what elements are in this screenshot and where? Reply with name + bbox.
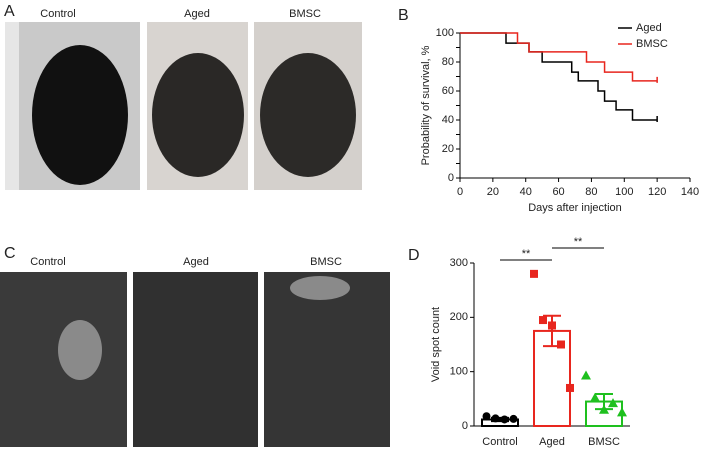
y-tick-label: 0 <box>462 420 468 432</box>
photo <box>264 272 390 447</box>
point <box>557 340 565 349</box>
photo-label: BMSC <box>310 256 342 268</box>
y-tick-label: 80 <box>442 56 454 68</box>
photo <box>133 272 258 447</box>
panel-a: A Control Aged BMSC <box>4 3 362 190</box>
photo-label: Aged <box>184 8 210 20</box>
x-tick-label: 120 <box>648 186 666 198</box>
point <box>482 412 491 421</box>
spot <box>290 276 350 300</box>
y-tick-label: 100 <box>450 366 468 378</box>
point <box>548 321 556 330</box>
y-tick-label: 200 <box>450 311 468 323</box>
x-tick-label: Control <box>482 436 517 448</box>
x-tick-label: 140 <box>681 186 699 198</box>
point <box>581 370 591 380</box>
y-axis-label: Probability of survival, % <box>420 45 432 165</box>
significance-label: ** <box>574 236 583 248</box>
y-axis-label: Void spot count <box>430 307 442 382</box>
x-tick-label: 20 <box>487 186 499 198</box>
mouse <box>260 53 356 177</box>
photo-label: Aged <box>183 256 209 268</box>
point <box>599 404 609 414</box>
legend-label: BMSC <box>636 38 668 50</box>
y-tick-label: 60 <box>442 85 454 97</box>
significance-label: ** <box>522 248 531 260</box>
panel-letter: D <box>408 247 420 264</box>
x-tick-label: 100 <box>615 186 633 198</box>
mouse <box>32 45 128 185</box>
x-tick-label: BMSC <box>588 436 620 448</box>
x-tick-label: 60 <box>552 186 564 198</box>
point <box>530 269 538 278</box>
photo-label: BMSC <box>289 8 321 20</box>
panel-letter: A <box>4 3 15 20</box>
point <box>617 407 627 417</box>
x-axis-label: Days after injection <box>528 202 622 214</box>
x-tick-label: Aged <box>539 436 565 448</box>
legend-label: Aged <box>636 22 662 34</box>
y-tick-label: 100 <box>436 27 454 39</box>
photo-label: Control <box>30 256 65 268</box>
point <box>500 415 509 424</box>
point <box>491 414 500 423</box>
y-tick-label: 40 <box>442 114 454 126</box>
spot <box>58 320 102 380</box>
panel-letter: B <box>398 7 409 24</box>
point <box>539 316 547 325</box>
point <box>509 414 518 423</box>
ruler <box>5 22 19 190</box>
point <box>608 398 618 408</box>
panel-letter: C <box>4 245 16 262</box>
y-tick-label: 0 <box>448 172 454 184</box>
point <box>566 383 574 392</box>
x-tick-label: 0 <box>457 186 463 198</box>
y-tick-label: 300 <box>450 257 468 269</box>
point <box>590 392 600 402</box>
survival-line <box>460 32 658 83</box>
x-tick-label: 80 <box>585 186 597 198</box>
x-tick-label: 40 <box>520 186 532 198</box>
mouse <box>152 53 244 177</box>
panel-c: C Control Aged BMSC <box>0 245 390 447</box>
survival-line <box>460 32 658 122</box>
y-tick-label: 20 <box>442 143 454 155</box>
photo-label: Control <box>40 8 75 20</box>
